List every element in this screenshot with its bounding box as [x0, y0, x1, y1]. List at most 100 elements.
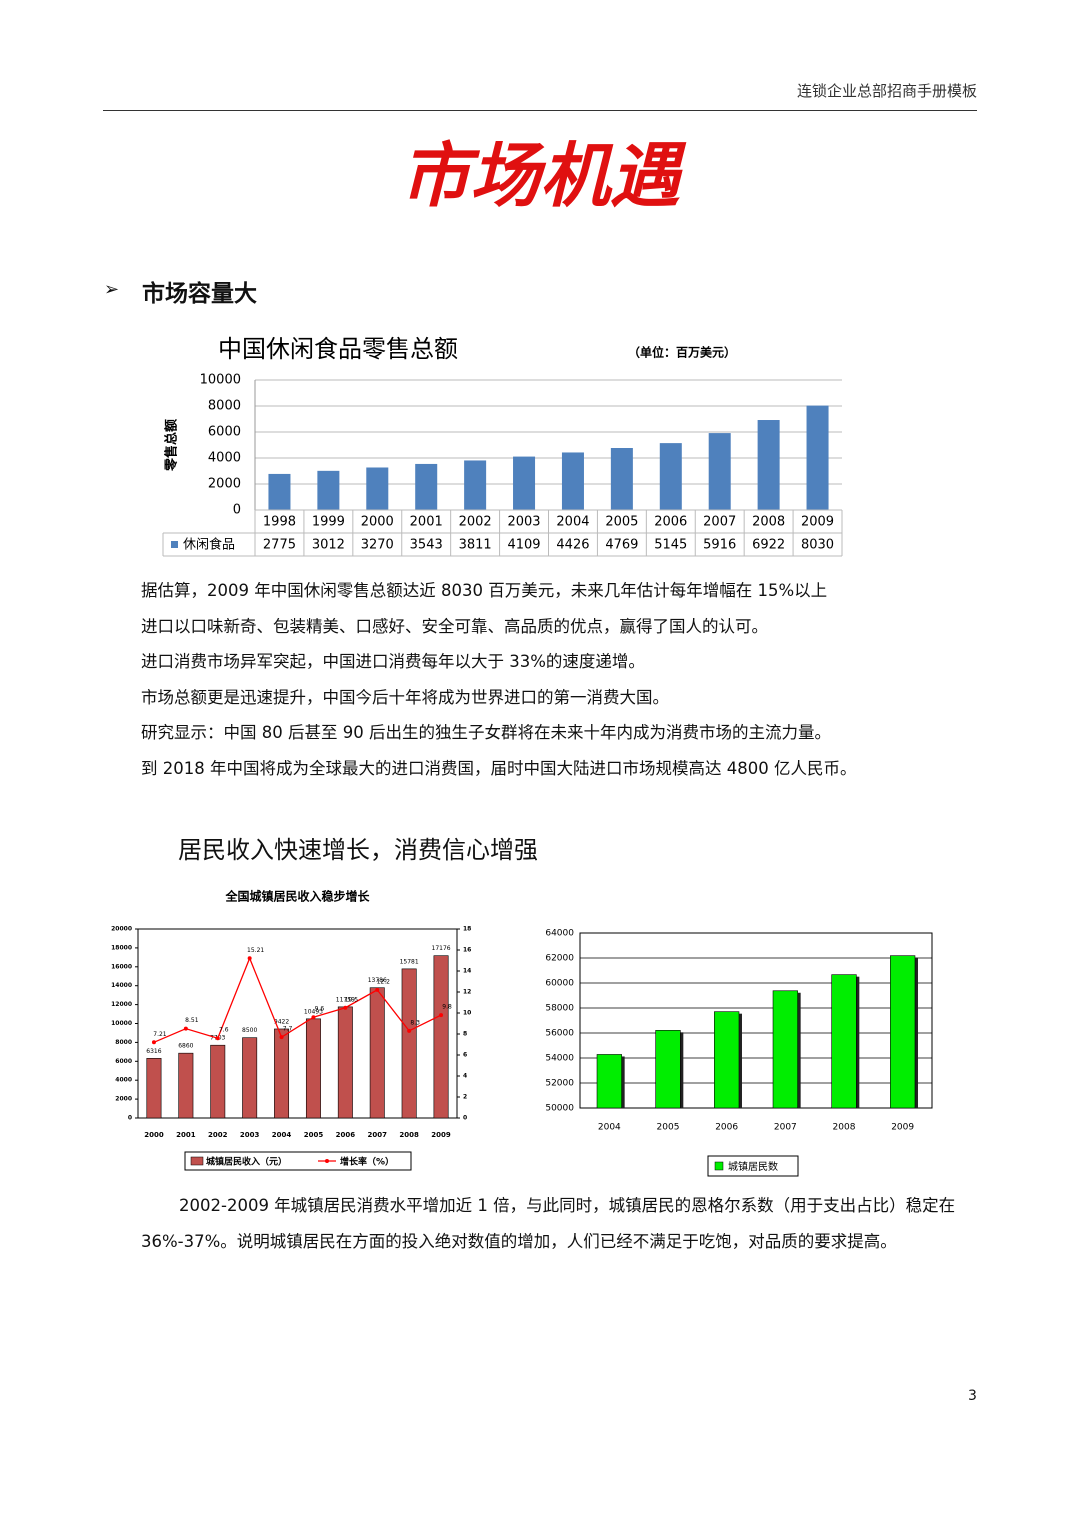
legend-box: [184, 1151, 412, 1171]
x-tick-label: 2005: [304, 1131, 324, 1139]
bar: [305, 1018, 321, 1119]
bar: [433, 955, 449, 1119]
data-label: 7.6: [219, 1027, 229, 1034]
x-tick-label: 2004: [272, 1131, 292, 1139]
x-tick-label: 2004: [598, 1123, 621, 1133]
legend-label: 城镇居民收入（元）: [206, 1156, 287, 1168]
data-label: 12.2: [377, 978, 391, 985]
x-tick-label: 2007: [703, 515, 736, 530]
bar: [831, 974, 857, 1109]
x-tick-label: 2006: [336, 1131, 356, 1139]
chart-title: 中国休闲食品零售总额: [218, 335, 458, 363]
data-label: 8500: [242, 1027, 257, 1034]
y-tick-label: 6000: [115, 1058, 132, 1065]
line-marker: [151, 1040, 156, 1045]
table-value: 3543: [410, 538, 443, 553]
line-marker: [439, 1013, 444, 1018]
page-title: 市场机遇: [400, 135, 680, 217]
legend-label: 休闲食品: [183, 537, 235, 553]
bar: [146, 1058, 162, 1119]
y2-tick-label: 18: [463, 926, 471, 933]
bar: [806, 405, 829, 510]
y-axis-label: 零售总额: [164, 419, 180, 472]
y2-tick-label: 14: [463, 968, 471, 975]
table-value: 3811: [459, 538, 492, 553]
data-label: 10493: [304, 1008, 323, 1015]
subheading: 居民收入快速增长，消费信心增强: [178, 836, 538, 864]
paragraph: 2002-2009 年城镇居民消费水平增加近 1 倍，与此同时，城镇居民的恩格尔…: [141, 1196, 956, 1251]
chart: 50000 52000 54000 56000 58000 60000 62000 64000…: [545, 929, 933, 1177]
bar: [268, 473, 291, 510]
bar: [596, 1054, 622, 1109]
data-label: 7.21: [153, 1031, 167, 1038]
line-marker: [183, 1026, 188, 1031]
bar: [464, 460, 487, 510]
y-tick-label: 10000: [200, 373, 241, 388]
legend-swatch: [714, 1161, 724, 1171]
bar: [708, 433, 731, 510]
bar: [369, 987, 385, 1119]
bar: [415, 463, 438, 510]
data-label: 6316: [146, 1048, 161, 1055]
data-label: 10.5: [345, 996, 359, 1003]
legend-label: 增长率（%）: [340, 1156, 394, 1168]
header-rule: [103, 110, 977, 111]
header: 连锁企业总部招商手册模板: [796, 82, 977, 100]
y2-tick-label: 6: [463, 1052, 467, 1059]
bar: [655, 1030, 681, 1109]
y-tick-label: 60000: [545, 979, 574, 989]
y-tick-label: 10000: [111, 1020, 132, 1027]
x-tick-label: 2007: [368, 1131, 388, 1139]
data-label: 8.51: [185, 1017, 199, 1024]
bullet-arrow: ➢: [104, 279, 120, 300]
x-tick-label: 1999: [312, 515, 345, 530]
bar: [210, 1044, 226, 1119]
y-tick-label: 6000: [208, 425, 241, 440]
data-label: 17176: [432, 945, 451, 952]
section-heading: 市场容量大: [142, 281, 257, 307]
bar: [757, 420, 780, 510]
x-tick-label: 2003: [507, 515, 540, 530]
y-tick-label: 8000: [208, 399, 241, 414]
legend-swatch: [190, 1156, 204, 1166]
bar: [401, 968, 417, 1119]
data-label: 15781: [400, 958, 419, 965]
x-tick-label: 2000: [144, 1131, 164, 1139]
data-label: 6860: [178, 1043, 193, 1050]
data-label: 13786: [368, 977, 387, 984]
bar: [274, 1028, 290, 1119]
chart: 全国城镇居民收入稳步增长 0 2000 4000 6000 8000 10000 12000 1…: [111, 889, 471, 1171]
y2-tick-label: 2: [463, 1094, 467, 1101]
bar: [772, 990, 798, 1109]
y-tick-label: 64000: [545, 929, 574, 939]
data-label: 9422: [274, 1018, 289, 1025]
x-tick-label: 2009: [801, 515, 834, 530]
paragraph: 进口以口味新奇、包装精美、口感好、安全可靠、高品质的优点，赢得了国人的认可。: [141, 616, 768, 636]
table-value: 5145: [654, 538, 687, 553]
data-label: 9.6: [315, 1006, 325, 1013]
y-tick-label: 0: [233, 503, 241, 518]
data-label: 15.21: [247, 947, 264, 954]
paragraph: 研究显示：中国 80 后甚至 90 后出生的独生子女群将在未来十年内成为消费市场…: [141, 723, 831, 743]
legend-marker: [325, 1159, 329, 1163]
plot-frame: [579, 932, 933, 1109]
x-tick-label: 2006: [654, 515, 687, 530]
data-label: 8.3: [410, 1019, 420, 1026]
y-tick-label: 4000: [208, 451, 241, 466]
y2-tick-label: 0: [463, 1115, 467, 1122]
legend-swatch: [171, 541, 178, 548]
y2-tick-label: 4: [463, 1073, 467, 1080]
table-value: 2775: [263, 538, 296, 553]
y-tick-label: 18000: [111, 944, 132, 951]
y-tick-label: 8000: [115, 1039, 132, 1046]
y-tick-label: 2000: [115, 1096, 132, 1103]
x-tick-label: 2003: [240, 1131, 260, 1139]
x-tick-label: 2008: [399, 1131, 419, 1139]
bar: [714, 1011, 740, 1109]
x-tick-label: 2004: [556, 515, 589, 530]
y-tick-label: 14000: [111, 982, 132, 989]
y-tick-label: 16000: [111, 963, 132, 970]
chart-title: 全国城镇居民收入稳步增长: [224, 889, 370, 904]
line-marker: [247, 956, 252, 961]
x-tick-label: 2007: [774, 1123, 797, 1133]
